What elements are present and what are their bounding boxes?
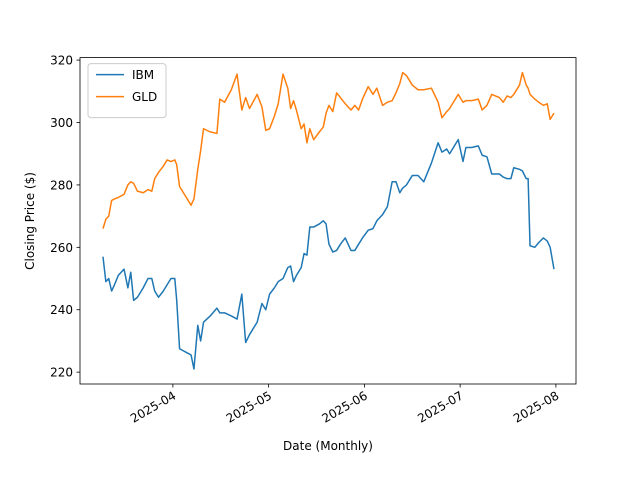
y-tick-label: 280 [50, 178, 73, 192]
series-line [102, 71, 555, 229]
y-tick-label: 320 [50, 54, 73, 68]
y-tick-label: 260 [50, 241, 73, 255]
plot-frame [79, 57, 577, 385]
series-line [102, 138, 555, 370]
y-tick-label: 240 [50, 303, 73, 317]
legend-box [87, 63, 167, 119]
y-tick-label: 220 [50, 366, 73, 380]
y-tick-label: 300 [50, 116, 73, 130]
x-tick-label: 2025-04 [128, 388, 178, 425]
x-tick-label: 2025-06 [319, 388, 369, 425]
legend-label: GLD [132, 90, 157, 104]
x-tick-label: 2025-08 [511, 388, 561, 425]
y-axis-label: Closing Price ($) [23, 172, 37, 270]
x-tick-label: 2025-07 [415, 388, 465, 425]
x-tick-label: 2025-05 [224, 388, 274, 425]
x-axis-label: Date (Monthly) [283, 439, 373, 453]
legend-label: IBM [132, 68, 154, 82]
